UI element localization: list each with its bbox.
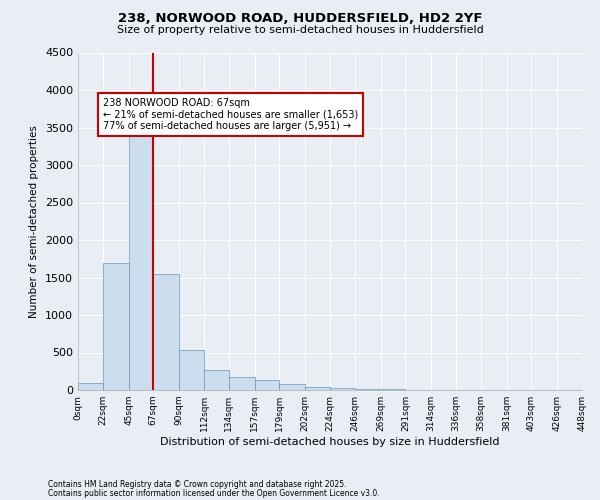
Bar: [330, 388, 355, 390]
Bar: [254, 380, 280, 390]
Text: 238 NORWOOD ROAD: 67sqm
← 21% of semi-detached houses are smaller (1,653)
77% of: 238 NORWOOD ROAD: 67sqm ← 21% of semi-de…: [103, 98, 358, 130]
Bar: [305, 386, 330, 390]
Text: Contains public sector information licensed under the Open Government Licence v3: Contains public sector information licen…: [48, 488, 380, 498]
Bar: [380, 389, 406, 390]
X-axis label: Distribution of semi-detached houses by size in Huddersfield: Distribution of semi-detached houses by …: [160, 437, 500, 447]
Text: Size of property relative to semi-detached houses in Huddersfield: Size of property relative to semi-detach…: [116, 25, 484, 35]
Bar: [103, 262, 128, 390]
Bar: [154, 274, 179, 390]
Text: Contains HM Land Registry data © Crown copyright and database right 2025.: Contains HM Land Registry data © Crown c…: [48, 480, 347, 489]
Bar: [179, 350, 204, 390]
Bar: [78, 382, 103, 390]
Y-axis label: Number of semi-detached properties: Number of semi-detached properties: [29, 125, 40, 318]
Bar: [355, 388, 380, 390]
Bar: [280, 384, 305, 390]
Bar: [128, 128, 154, 390]
Text: 238, NORWOOD ROAD, HUDDERSFIELD, HD2 2YF: 238, NORWOOD ROAD, HUDDERSFIELD, HD2 2YF: [118, 12, 482, 26]
Bar: [229, 376, 254, 390]
Bar: [204, 370, 229, 390]
